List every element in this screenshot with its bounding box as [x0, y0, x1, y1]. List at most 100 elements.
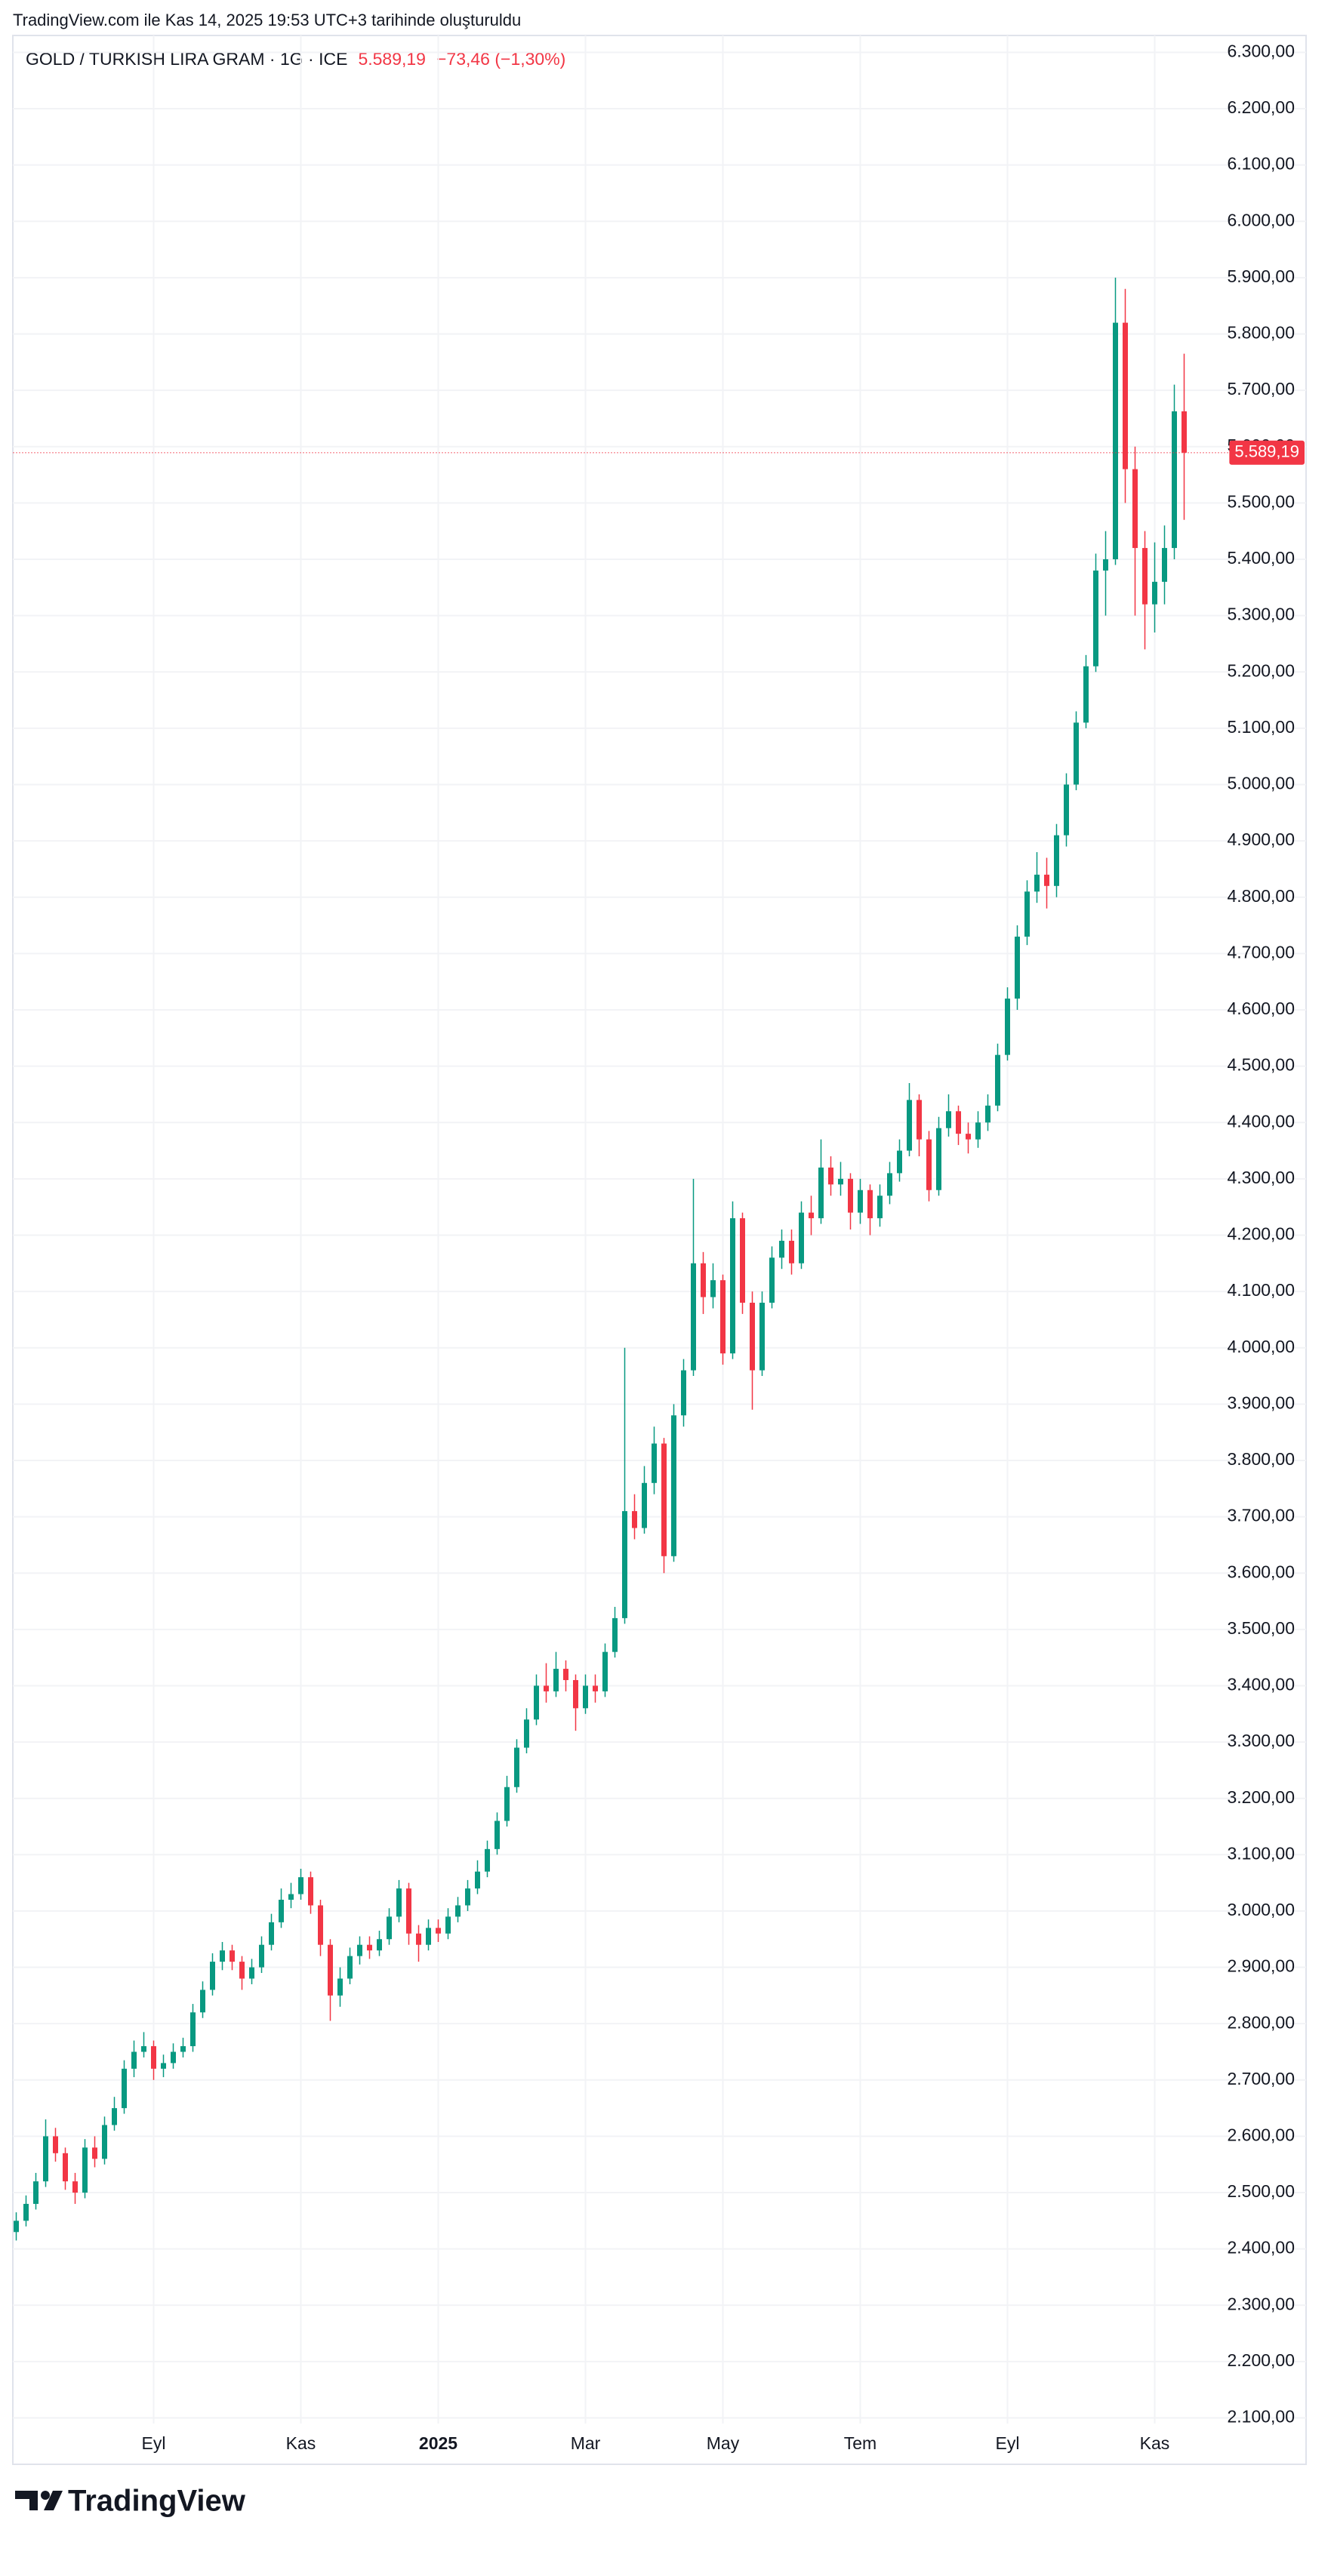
candle-body: [279, 1900, 284, 1922]
candle-body: [1024, 891, 1030, 937]
candle-body: [200, 1990, 205, 2013]
x-tick-label: Eyl: [996, 2433, 1020, 2453]
y-tick-label: 4.600,00: [1227, 999, 1295, 1018]
candle-body: [426, 1928, 431, 1945]
candle-body: [151, 2046, 156, 2069]
candle-body: [553, 1669, 559, 1691]
candle-body: [230, 1950, 235, 1962]
x-tick-label: Eyl: [142, 2433, 166, 2453]
candle-body: [867, 1190, 873, 1219]
candle-body: [1044, 874, 1049, 886]
y-tick-label: 3.100,00: [1227, 1843, 1295, 1863]
candle-body: [1093, 570, 1098, 666]
candle-body: [180, 2046, 186, 2052]
candle-body: [288, 1894, 294, 1900]
candle-body: [975, 1122, 981, 1140]
candle-body: [799, 1212, 804, 1263]
candle-body: [23, 2203, 29, 2221]
candle-body: [465, 1888, 470, 1906]
candle-body: [848, 1178, 853, 1213]
y-tick-label: 6.100,00: [1227, 154, 1295, 174]
candle-body: [298, 1877, 303, 1894]
logo: TradingView: [15, 2485, 246, 2518]
candle-body: [789, 1240, 794, 1263]
candle-body: [485, 1848, 490, 1872]
y-tick-label: 2.300,00: [1227, 2294, 1295, 2313]
y-tick-label: 2.500,00: [1227, 2181, 1295, 2201]
candle-body: [946, 1111, 951, 1128]
candle-body: [671, 1415, 676, 1556]
candle-body: [347, 1956, 353, 1979]
y-tick-label: 3.600,00: [1227, 1562, 1295, 1581]
y-tick-label: 4.800,00: [1227, 886, 1295, 906]
candle-body: [779, 1240, 784, 1258]
candle-body: [82, 2147, 88, 2193]
y-tick-label: 2.400,00: [1227, 2238, 1295, 2257]
candle-body: [661, 1443, 667, 1556]
candle-body: [1142, 548, 1148, 605]
y-tick-label: 2.600,00: [1227, 2125, 1295, 2145]
x-tick-label: Tem: [844, 2433, 876, 2453]
candle-body: [534, 1685, 539, 1720]
candle-body: [1074, 722, 1079, 785]
candle-body: [53, 2136, 58, 2153]
logo-icon: [44, 2491, 63, 2510]
candle-body: [917, 1100, 922, 1140]
x-tick-label: May: [707, 2433, 740, 2453]
candle-body: [995, 1054, 1000, 1106]
candle-body: [681, 1370, 686, 1416]
header: TradingView.com ile Kas 14, 2025 19:53 U…: [13, 11, 521, 29]
candle-body: [1181, 411, 1187, 453]
candle-body: [1005, 999, 1010, 1055]
candle-body: [926, 1139, 932, 1190]
candle-body: [612, 1617, 618, 1652]
candle-body: [161, 2063, 166, 2069]
y-tick-label: 4.900,00: [1227, 829, 1295, 849]
y-tick-label: 3.800,00: [1227, 1449, 1295, 1469]
y-tick-label: 5.400,00: [1227, 548, 1295, 568]
y-tick-label: 4.000,00: [1227, 1337, 1295, 1356]
candle-body: [985, 1105, 990, 1123]
candle-body: [769, 1257, 775, 1303]
y-tick-label: 4.100,00: [1227, 1280, 1295, 1300]
y-tick-label: 6.200,00: [1227, 97, 1295, 117]
y-tick-label: 4.500,00: [1227, 1055, 1295, 1075]
candle-body: [593, 1685, 598, 1691]
candle-body: [818, 1167, 824, 1219]
candle-body: [966, 1134, 971, 1140]
x-tick-label: 2025: [419, 2433, 458, 2453]
candle-body: [1054, 835, 1059, 886]
chart-frame: [12, 35, 1307, 2465]
candle-body: [544, 1685, 549, 1691]
x-tick-label: Kas: [1140, 2433, 1170, 2453]
y-tick-label: 5.700,00: [1227, 379, 1295, 399]
y-tick-label: 3.000,00: [1227, 1900, 1295, 1919]
logo-text: TradingView: [68, 2485, 246, 2518]
y-tick-label: 3.500,00: [1227, 1618, 1295, 1638]
candle-body: [436, 1928, 441, 1934]
y-tick-label: 4.300,00: [1227, 1168, 1295, 1187]
candle-body: [475, 1871, 480, 1889]
y-tick-label: 4.700,00: [1227, 942, 1295, 962]
candle-body: [1064, 784, 1069, 836]
candle-body: [583, 1685, 588, 1709]
y-tick-label: 4.400,00: [1227, 1111, 1295, 1131]
candle-body: [730, 1218, 735, 1354]
candle-body: [838, 1178, 843, 1185]
candle-body: [877, 1196, 883, 1219]
candle-body: [759, 1303, 765, 1371]
y-tick-label: 5.200,00: [1227, 660, 1295, 680]
y-tick-label: 2.100,00: [1227, 2407, 1295, 2427]
x-tick-label: Mar: [571, 2433, 601, 2453]
candle-body: [357, 1944, 362, 1956]
candle-body: [249, 1967, 254, 1979]
candle-body: [828, 1167, 833, 1185]
candle-body: [387, 1916, 392, 1940]
candle-body: [141, 2046, 146, 2052]
candle-body: [445, 1916, 451, 1934]
y-tick-label: 2.800,00: [1227, 2012, 1295, 2032]
y-tick-label: 2.200,00: [1227, 2350, 1295, 2370]
candle-body: [1015, 936, 1020, 999]
y-tick-label: 5.500,00: [1227, 491, 1295, 511]
